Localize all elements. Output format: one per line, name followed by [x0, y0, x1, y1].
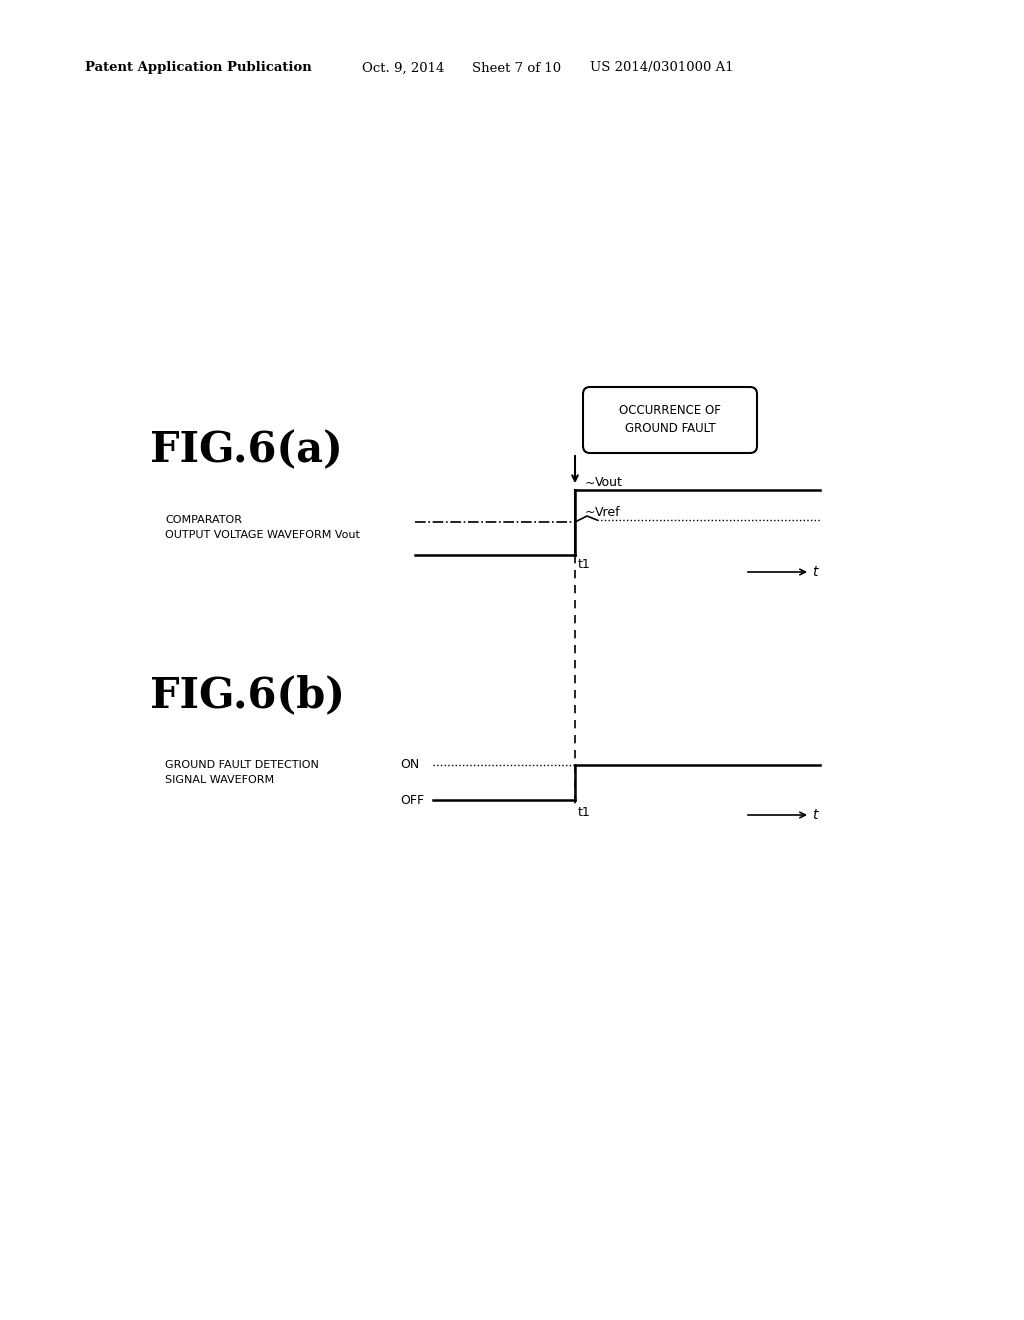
Text: US 2014/0301000 A1: US 2014/0301000 A1	[590, 62, 733, 74]
Text: COMPARATOR: COMPARATOR	[165, 515, 242, 525]
Text: SIGNAL WAVEFORM: SIGNAL WAVEFORM	[165, 775, 274, 785]
Text: t1: t1	[578, 805, 591, 818]
Text: FIG.6(b): FIG.6(b)	[150, 675, 345, 715]
Text: OUTPUT VOLTAGE WAVEFORM Vout: OUTPUT VOLTAGE WAVEFORM Vout	[165, 531, 359, 540]
Text: t: t	[812, 565, 817, 579]
Text: ON: ON	[400, 759, 419, 771]
Text: Sheet 7 of 10: Sheet 7 of 10	[472, 62, 561, 74]
Text: OCCURRENCE OF: OCCURRENCE OF	[620, 404, 721, 417]
Text: Vref: Vref	[595, 506, 621, 519]
Text: GROUND FAULT: GROUND FAULT	[625, 422, 716, 436]
Text: t1: t1	[578, 557, 591, 570]
Text: Patent Application Publication: Patent Application Publication	[85, 62, 311, 74]
Text: GROUND FAULT DETECTION: GROUND FAULT DETECTION	[165, 760, 318, 770]
Text: ~: ~	[585, 506, 596, 519]
Text: FIG.6(a): FIG.6(a)	[150, 429, 343, 471]
Text: t: t	[812, 808, 817, 822]
Text: Vout: Vout	[595, 477, 623, 490]
Text: OFF: OFF	[400, 793, 424, 807]
Text: Oct. 9, 2014: Oct. 9, 2014	[362, 62, 444, 74]
FancyBboxPatch shape	[583, 387, 757, 453]
Text: ~: ~	[585, 477, 596, 490]
